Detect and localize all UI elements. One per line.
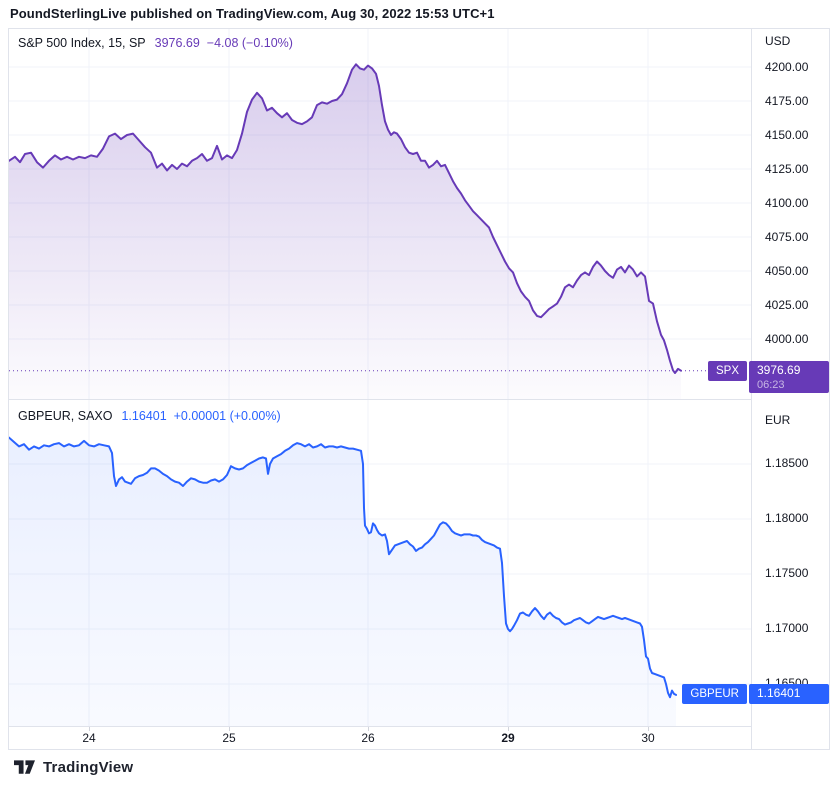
price-tick-label: 4100.00: [765, 196, 809, 210]
time-axis-tick: [229, 727, 230, 731]
footer: TradingView: [0, 750, 830, 785]
price-tick-label: 4200.00: [765, 60, 809, 74]
time-axis-tick: [648, 727, 649, 731]
time-axis-label: 29: [501, 731, 515, 745]
time-axis-tick: [89, 727, 90, 731]
gbpeur-legend-quote: 1.16401 +0.00001 (+0.00%): [121, 409, 281, 423]
spx-legend: S&P 500 Index, 15, SP 3976.69 −4.08 (−0.…: [18, 36, 293, 50]
price-tick-label: 4000.00: [765, 332, 809, 346]
time-axis[interactable]: 24 25 26 29 30: [9, 726, 751, 749]
chart-widget: S&P 500 Index, 15, SP 3976.69 −4.08 (−0.…: [8, 28, 830, 750]
spx-axis-price-badge: 3976.69 06:23: [749, 360, 829, 393]
gbpeur-price-line-label: GBPEUR: [682, 683, 747, 704]
price-tick-label: 4150.00: [765, 128, 809, 142]
currency-label-usd: USD: [765, 34, 791, 48]
spx-legend-quote: 3976.69 −4.08 (−0.10%): [154, 36, 293, 50]
gbpeur-axis-price-badge: 1.16401: [749, 683, 829, 704]
spx-legend-title[interactable]: S&P 500 Index, 15, SP: [18, 36, 146, 50]
price-tick-label: 1.18000: [765, 511, 809, 525]
bar-countdown: 06:23: [757, 378, 785, 391]
spx-price-line-label: SPX: [707, 360, 747, 381]
price-tick-label: 4050.00: [765, 264, 809, 278]
time-axis-label: 30: [641, 731, 655, 745]
last-price: 3976.69: [757, 362, 801, 377]
price-tick-label: 1.18500: [765, 456, 809, 470]
gbpeur-legend-title[interactable]: GBPEUR, SAXO: [18, 409, 113, 423]
price-tick-label: 1.17500: [765, 566, 809, 580]
gbpeur-chart-svg[interactable]: [9, 400, 751, 726]
tradingview-brand[interactable]: TradingView: [43, 759, 134, 776]
time-axis-label: 24: [82, 731, 96, 745]
gbpeur-pane[interactable]: GBPEUR, SAXO 1.16401 +0.00001 (+0.00%): [9, 399, 751, 726]
time-axis-tick: [368, 727, 369, 731]
price-tick-label: 4075.00: [765, 230, 809, 244]
tradingview-logo-icon: [14, 760, 35, 774]
time-axis-label: 25: [222, 731, 236, 745]
price-tick-label: 4125.00: [765, 162, 809, 176]
currency-label-eur: EUR: [765, 413, 791, 427]
attribution-header: PoundSterlingLive published on TradingVi…: [10, 6, 495, 21]
last-price: 1.16401: [757, 685, 801, 700]
spx-chart-svg[interactable]: [9, 29, 751, 399]
time-axis-tick: [508, 727, 509, 731]
gbpeur-legend: GBPEUR, SAXO 1.16401 +0.00001 (+0.00%): [18, 409, 281, 423]
price-tick-label: 4175.00: [765, 94, 809, 108]
time-axis-label: 26: [361, 731, 375, 745]
price-tick-label: 1.17000: [765, 621, 809, 635]
spx-pane[interactable]: S&P 500 Index, 15, SP 3976.69 −4.08 (−0.…: [9, 29, 751, 399]
price-tick-label: 4025.00: [765, 298, 809, 312]
